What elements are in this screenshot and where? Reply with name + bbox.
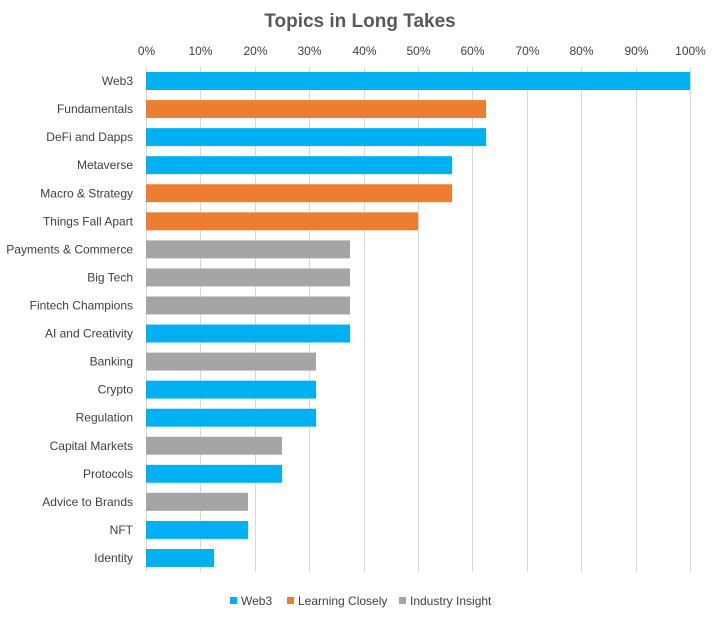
bar xyxy=(146,212,418,231)
category-label: Crypto xyxy=(98,383,134,397)
bar xyxy=(146,352,316,371)
bar xyxy=(146,548,214,567)
category-label: Web3 xyxy=(102,74,133,88)
bar xyxy=(146,296,350,315)
category-label: Big Tech xyxy=(87,270,133,284)
x-axis-ticks: 0% 10% 20% 30% 40% 50% 60% 70% 80% 90% 100% xyxy=(138,44,706,58)
category-label: Things Fall Apart xyxy=(43,214,134,228)
category-label: Fundamentals xyxy=(57,102,133,116)
bar xyxy=(146,156,452,175)
category-label: Metaverse xyxy=(77,158,133,172)
bar xyxy=(146,380,316,399)
category-label: NFT xyxy=(110,523,134,537)
x-tick-label: 30% xyxy=(297,44,321,58)
bar xyxy=(146,100,486,119)
category-label: DeFi and Dapps xyxy=(46,130,133,144)
bar xyxy=(146,240,350,259)
bar xyxy=(146,492,248,511)
category-label: Protocols xyxy=(83,467,133,481)
legend-label: Industry Insight xyxy=(410,594,492,608)
bar xyxy=(146,268,350,287)
bar xyxy=(146,520,248,539)
bar xyxy=(146,324,350,343)
x-tick-label: 70% xyxy=(515,44,539,58)
x-tick-label: 50% xyxy=(406,44,430,58)
category-label: Regulation xyxy=(76,411,133,425)
category-label: Macro & Strategy xyxy=(40,186,133,200)
bar xyxy=(146,408,316,427)
bar xyxy=(146,184,452,203)
bars xyxy=(146,72,690,567)
bar xyxy=(146,128,486,147)
category-label: Capital Markets xyxy=(50,439,133,453)
category-label: AI and Creativity xyxy=(45,327,133,341)
x-tick-label: 100% xyxy=(675,44,706,58)
x-tick-label: 0% xyxy=(138,44,156,58)
category-labels: Web3 Fundamentals DeFi and Dapps Metaverse M… xyxy=(6,74,133,565)
legend: Web3 Learning Closely Industry Insight xyxy=(230,594,492,608)
x-tick-label: 60% xyxy=(460,44,484,58)
legend-label: Learning Closely xyxy=(298,594,387,608)
x-tick-label: 10% xyxy=(188,44,212,58)
gridlines xyxy=(146,67,691,572)
bar xyxy=(146,72,690,91)
bar xyxy=(146,436,282,455)
x-tick-label: 90% xyxy=(624,44,648,58)
bar xyxy=(146,464,282,483)
category-label: Banking xyxy=(90,355,133,369)
legend-swatch xyxy=(287,597,294,604)
x-tick-label: 20% xyxy=(243,44,267,58)
x-tick-label: 40% xyxy=(352,44,376,58)
x-tick-label: 80% xyxy=(569,44,593,58)
legend-label: Web3 xyxy=(241,594,272,608)
legend-swatch xyxy=(230,597,237,604)
chart-title: Topics in Long Takes xyxy=(264,11,455,32)
category-label: Payments & Commerce xyxy=(6,242,133,256)
category-label: Advice to Brands xyxy=(42,495,133,509)
legend-swatch xyxy=(399,597,406,604)
category-label: Identity xyxy=(94,551,133,565)
category-label: Fintech Champions xyxy=(30,298,133,312)
